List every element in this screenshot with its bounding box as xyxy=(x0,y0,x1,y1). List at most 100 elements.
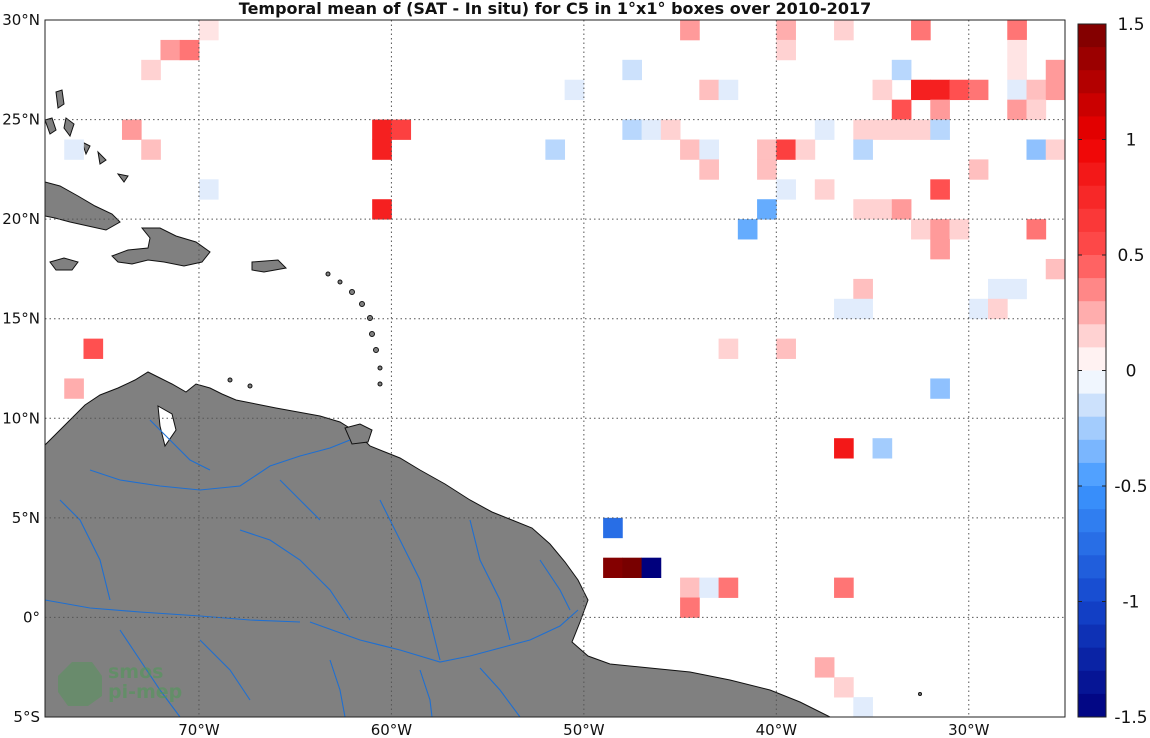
anomaly-cell xyxy=(872,119,893,140)
anomaly-cell xyxy=(680,597,700,618)
colorbar-segment xyxy=(1078,416,1106,441)
colorbar-segment xyxy=(1078,486,1106,510)
anomaly-cell xyxy=(757,159,777,180)
logo-line2: pi-mep xyxy=(108,681,182,703)
lat-tick-label: 0° xyxy=(23,608,40,626)
anomaly-cell xyxy=(988,278,1008,300)
anomaly-cell xyxy=(853,199,873,220)
anomaly-cell xyxy=(1026,79,1047,101)
colorbar-segment xyxy=(1078,93,1106,117)
anomaly-cell xyxy=(930,239,950,260)
anomaly-cell xyxy=(891,199,912,220)
lat-tick-label: 25°N xyxy=(2,111,40,129)
anomaly-cell xyxy=(718,79,739,101)
colorbar-segment xyxy=(1078,347,1106,371)
land-layer xyxy=(45,89,922,717)
anomaly-cell xyxy=(949,79,970,101)
anomaly-cell xyxy=(911,219,931,240)
lat-tick-label: 5°S xyxy=(13,708,40,726)
anomaly-cell xyxy=(545,139,566,160)
anomaly-cell xyxy=(834,577,854,598)
lat-tick-label: 20°N xyxy=(2,210,40,228)
hispaniola-island xyxy=(111,227,211,267)
anomaly-cell xyxy=(1045,79,1065,101)
anomaly-cell xyxy=(968,79,989,101)
anomaly-cell xyxy=(853,119,873,140)
colorbar-tick-label: -1 xyxy=(1123,593,1140,613)
anomaly-cell xyxy=(179,39,200,61)
anomaly-cell xyxy=(891,119,912,140)
river-network xyxy=(45,419,579,717)
anomaly-cell xyxy=(718,338,739,359)
anomaly-cell xyxy=(930,99,950,120)
anomaly-cell xyxy=(1007,99,1027,120)
colorbar-segment xyxy=(1078,231,1106,256)
anomaly-cell xyxy=(603,557,623,578)
colorbar-segment xyxy=(1078,439,1106,464)
anomaly-cell xyxy=(1007,79,1027,101)
anomaly-cell xyxy=(680,139,700,160)
colorbar-tick-label: 0 xyxy=(1126,362,1137,382)
anomaly-cell xyxy=(699,79,719,101)
colorbar-tick-label: -0.5 xyxy=(1114,477,1147,497)
anomaly-cell xyxy=(930,119,950,140)
colorbar-segment xyxy=(1078,162,1106,187)
anomaly-cell xyxy=(776,179,796,200)
anomaly-cell xyxy=(872,79,893,101)
anomaly-cell xyxy=(160,39,181,61)
lon-tick-label: 40°W xyxy=(756,721,798,738)
anomaly-cell xyxy=(699,577,719,598)
anomaly-cell xyxy=(198,179,219,200)
graticule xyxy=(45,20,1065,717)
anomaly-cell xyxy=(1026,219,1047,240)
anomaly-cell xyxy=(834,677,854,698)
anomaly-cell xyxy=(911,79,931,101)
anomaly-cell xyxy=(968,159,989,180)
lat-tick-label: 15°N xyxy=(2,310,40,328)
anomaly-cell xyxy=(814,657,835,678)
lon-tick-label: 30°W xyxy=(948,721,990,738)
colorbar-segment xyxy=(1078,185,1106,210)
anomaly-cell xyxy=(891,99,912,120)
anomaly-cell xyxy=(911,20,931,41)
anomaly-cell xyxy=(872,438,893,459)
colorbar-tick-label: 0.5 xyxy=(1117,246,1144,266)
anomaly-cell xyxy=(372,139,392,160)
anomaly-cell xyxy=(776,20,796,41)
colorbar-segment xyxy=(1078,70,1106,94)
anomaly-cell xyxy=(641,557,662,578)
colorbar-segment xyxy=(1078,462,1106,487)
anomaly-cell xyxy=(930,219,950,240)
colorbar-segment xyxy=(1078,670,1106,695)
anomaly-cell xyxy=(853,139,873,160)
anomaly-cell xyxy=(814,179,835,200)
anomaly-cell xyxy=(949,219,970,240)
colorbar-segment xyxy=(1078,509,1106,533)
colorbar-segment xyxy=(1078,370,1106,395)
anomaly-cell xyxy=(757,199,777,220)
colorbar-segment xyxy=(1078,116,1106,140)
colorbar-segment xyxy=(1078,24,1106,48)
anomaly-cell xyxy=(83,338,104,359)
anomaly-cell xyxy=(930,179,950,200)
colorbar-segment xyxy=(1078,139,1106,164)
anomaly-cell xyxy=(622,557,643,578)
anomaly-cell xyxy=(834,438,854,459)
anomaly-cell xyxy=(680,20,700,41)
anomaly-cell xyxy=(1026,139,1047,160)
anomaly-cell xyxy=(834,20,854,41)
anomaly-cell xyxy=(872,199,893,220)
bahamas-islands xyxy=(45,89,129,183)
anomaly-cell xyxy=(718,577,739,598)
colorbar-segment xyxy=(1078,601,1106,626)
anomaly-cell xyxy=(1026,99,1047,120)
anomaly-cell xyxy=(853,697,873,717)
anomaly-cell xyxy=(372,119,392,140)
anomaly-cell xyxy=(198,20,219,41)
anomaly-cell xyxy=(1007,278,1027,300)
anomaly-cell xyxy=(64,139,84,160)
colorbar-segment xyxy=(1078,532,1106,556)
colorbar-segment xyxy=(1078,393,1106,418)
anomaly-cell xyxy=(391,119,412,140)
lat-tick-label: 10°N xyxy=(2,409,40,427)
